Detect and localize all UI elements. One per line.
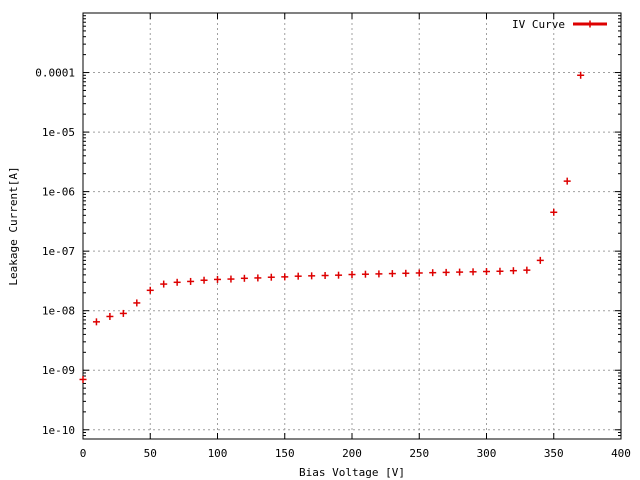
data-point	[483, 268, 490, 276]
data-point	[348, 271, 356, 279]
data-point	[308, 272, 316, 280]
data-point	[240, 274, 248, 282]
data-points	[79, 71, 585, 383]
x-tick-label: 400	[611, 447, 631, 460]
data-point	[442, 268, 450, 276]
data-point	[187, 277, 195, 285]
y-tick-label: 1e-09	[42, 364, 75, 377]
data-point	[227, 275, 235, 283]
grid-layer	[83, 13, 621, 439]
x-tick-label: 50	[144, 447, 157, 460]
data-point	[254, 274, 262, 282]
data-point	[536, 256, 544, 264]
data-point	[160, 280, 168, 288]
data-point	[415, 269, 423, 277]
data-point	[281, 273, 289, 281]
data-point	[429, 269, 437, 277]
legend-marker	[586, 20, 594, 28]
y-tick-label: 1e-05	[42, 126, 75, 139]
data-point	[523, 266, 531, 274]
data-point	[550, 208, 558, 216]
data-point	[200, 276, 208, 284]
y-tick-label: 1e-10	[42, 424, 75, 437]
data-point	[388, 270, 396, 278]
data-point	[119, 309, 127, 317]
legend-label: IV Curve	[512, 18, 565, 31]
data-point	[335, 271, 343, 279]
data-point	[361, 270, 369, 278]
data-point	[375, 270, 383, 278]
data-point	[146, 286, 154, 294]
data-point	[92, 318, 100, 326]
data-point	[106, 312, 114, 320]
data-point	[294, 272, 302, 280]
x-tick-label: 100	[208, 447, 228, 460]
plot-frame	[82, 12, 622, 440]
tick-layer	[82, 13, 622, 439]
x-tick-label: 150	[275, 447, 295, 460]
x-axis-title: Bias Voltage [V]	[299, 466, 405, 479]
data-point	[509, 267, 517, 275]
data-point	[577, 71, 585, 79]
data-point	[79, 375, 87, 383]
y-axis-title: Leakage Current[A]	[7, 166, 20, 285]
y-tick-labels: 1e-10 1e-09 1e-08 1e-07 1e-06 1e-05 0.0001	[35, 67, 75, 437]
data-point	[267, 273, 275, 281]
y-tick-label: 1e-06	[42, 186, 75, 199]
y-tick-label: 1e-07	[42, 245, 75, 258]
y-tick-label: 1e-08	[42, 305, 75, 318]
x-tick-label: 200	[342, 447, 362, 460]
data-point	[321, 272, 329, 280]
legend: IV Curve	[512, 18, 607, 31]
x-tick-label: 0	[80, 447, 87, 460]
x-tick-label: 250	[409, 447, 429, 460]
x-tick-label: 300	[477, 447, 497, 460]
y-tick-label: 0.0001	[35, 67, 75, 80]
data-point	[133, 299, 141, 307]
legend-marker-cross	[586, 20, 594, 28]
data-point	[173, 278, 181, 286]
data-point	[402, 269, 410, 277]
x-tick-labels: 0 50 100 150 200 250 300 350 400	[80, 447, 631, 460]
x-tick-label: 350	[544, 447, 564, 460]
data-point	[469, 268, 477, 276]
data-point	[214, 275, 221, 283]
data-point	[456, 268, 464, 276]
data-point	[496, 267, 504, 275]
data-point	[563, 177, 571, 185]
